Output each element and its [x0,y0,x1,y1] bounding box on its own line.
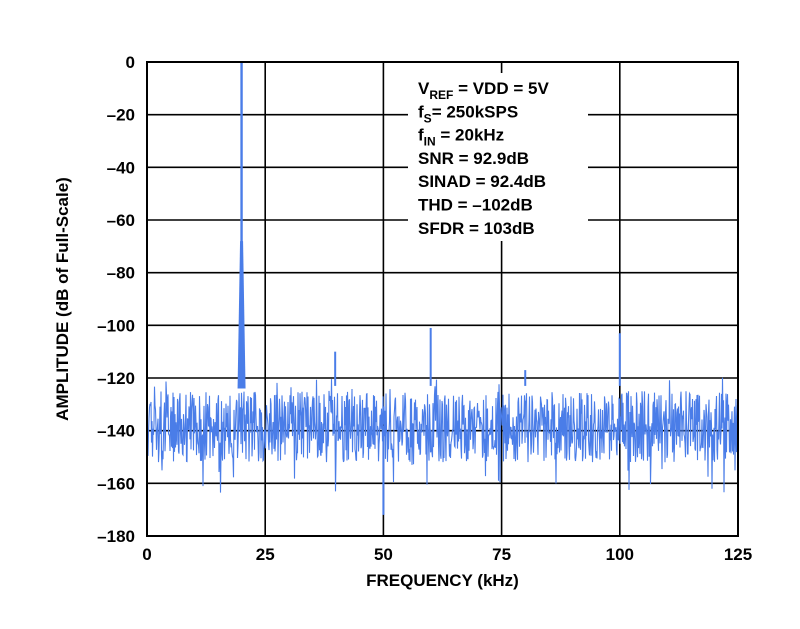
annotation-line: THD = –102dB [418,196,533,215]
plot-area [146,62,739,515]
annotation-line: SNR = 92.9dB [418,149,529,168]
y-axis-label: AMPLITUDE (dB of Full-Scale) [53,177,72,421]
x-tick-label: 0 [142,545,151,564]
fundamental-skirt [237,241,246,389]
x-tick-label: 75 [492,545,511,564]
annotation-line: SINAD = 92.4dB [418,172,546,191]
y-tick-label: –160 [97,474,135,493]
x-tick-label: 125 [724,545,752,564]
y-tick-label: 0 [126,53,135,72]
y-tick-label: –140 [97,422,135,441]
noise-floor-trace [146,377,739,493]
annotation-line: fS= 250kSPS [418,102,518,125]
annotation-line: fIN = 20kHz [418,126,504,149]
y-tick-label: –180 [97,527,135,546]
y-tick-label: –120 [97,369,135,388]
x-axis-ticks: 0 25 50 75 100 125 [142,545,752,564]
x-tick-label: 25 [256,545,275,564]
y-tick-label: –20 [107,106,135,125]
annotation-box [408,73,588,241]
annotation-line: SFDR = 103dB [418,219,535,238]
plot-frame [146,61,739,537]
y-tick-label: –60 [107,211,135,230]
y-tick-label: –40 [107,158,135,177]
x-tick-label: 100 [606,545,634,564]
y-tick-label: –80 [107,264,135,283]
annotation-line: VREF = VDD = 5V [418,79,549,102]
y-tick-label: –100 [97,316,135,335]
x-axis-label: FREQUENCY (kHz) [366,571,519,590]
y-axis-ticks: 0 –20 –40 –60 –80 –100 –120 –140 –160 –180 [97,53,135,546]
x-tick-label: 50 [374,545,393,564]
